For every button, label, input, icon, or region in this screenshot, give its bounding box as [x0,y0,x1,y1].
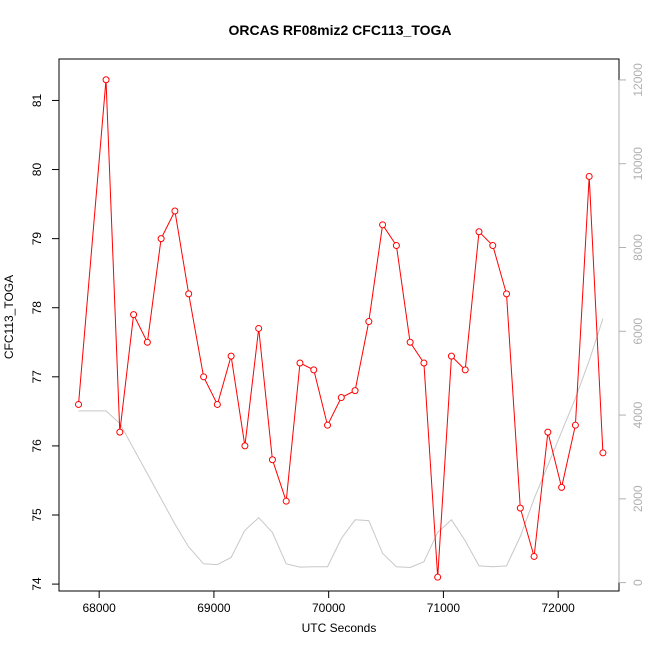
data-point [324,421,332,429]
data-point [503,290,511,298]
y-tick-label: 75 [30,508,44,522]
x-axis-label: UTC Seconds [302,621,377,635]
data-point [447,352,455,360]
data-point [420,359,428,367]
data-point [599,449,607,457]
series-line-right-axis [78,318,604,569]
x-tick-label: 68000 [82,601,116,615]
data-point [379,221,387,229]
data-point [143,338,151,346]
y-tick-label: 78 [30,301,44,315]
data-point [585,172,593,180]
x-axis: 68000 69000 70000 71000 72000 [82,590,575,615]
y2-tick-label: 6000 [631,318,645,345]
data-point [102,76,110,84]
data-point [351,387,359,395]
y-tick-label: 77 [30,370,44,384]
data-point [213,400,221,408]
y2-tick-label: 0 [631,579,645,586]
data-point [365,318,373,326]
data-point [75,400,83,408]
y-axis-label: CFC113_TOGA [2,275,16,359]
x-tick-label: 70000 [312,601,346,615]
data-point [171,207,179,215]
data-point [406,338,414,346]
plot-area-frame [58,58,620,592]
data-point [544,428,552,436]
y2-tick-label: 12000 [631,63,645,97]
data-point [282,497,290,505]
x-tick-label: 69000 [197,601,231,615]
data-point [200,373,208,381]
chart-title: ORCAS RF08miz2 CFC113_TOGA [228,22,451,38]
data-point [461,366,469,374]
y-tick-label: 76 [30,439,44,453]
y-axis-right: 0 2000 4000 6000 8000 10000 12000 [618,63,645,586]
data-point [434,573,442,581]
y-tick-label: 79 [30,232,44,246]
y2-tick-label: 10000 [631,147,645,181]
data-point [392,242,400,250]
y-tick-label: 80 [30,163,44,177]
y2-tick-label: 2000 [631,485,645,512]
series-layer [75,76,607,581]
data-point [310,366,318,374]
data-point [489,242,497,250]
x-tick-label: 72000 [541,601,575,615]
data-point [255,324,263,332]
y-tick-label: 81 [30,93,44,107]
data-point [268,456,276,464]
data-point [337,394,345,402]
data-point [227,352,235,360]
x-tick-label: 71000 [427,601,461,615]
series-line-left-axis [78,79,604,578]
data-point [116,428,124,436]
y2-tick-label: 8000 [631,234,645,261]
data-point [241,442,249,450]
data-point [185,290,193,298]
data-point [130,311,138,319]
data-point [530,552,538,560]
data-point [558,483,566,491]
data-point [475,228,483,236]
data-point [296,359,304,367]
y-tick-label: 74 [30,577,44,591]
data-point [516,504,524,512]
y-axis-left: 74 75 76 77 78 79 80 81 [30,93,60,591]
data-point [571,421,579,429]
data-point [157,235,165,243]
y2-tick-label: 4000 [631,401,645,428]
